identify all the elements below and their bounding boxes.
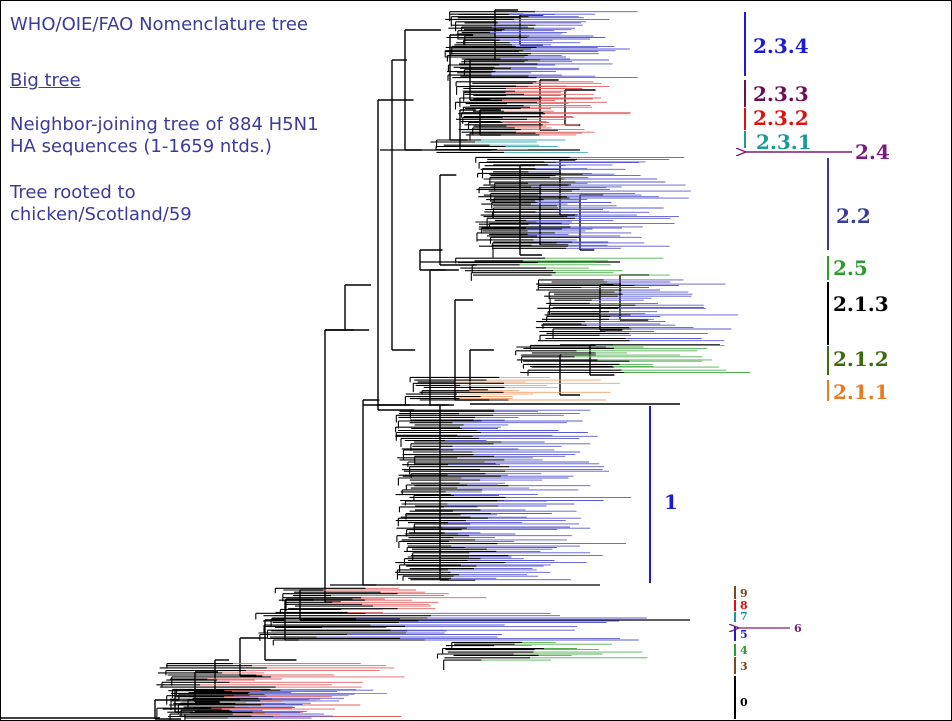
clade-label-2.1.3: 2.1.3 [833, 292, 889, 316]
root-note-line2: chicken/Scotland/59 [10, 204, 192, 225]
root-note-line1: Tree rooted to [10, 182, 136, 203]
clade-label-2.5: 2.5 [833, 256, 868, 280]
tree-description-line1: Neighbor-joining tree of 884 H5N1 [10, 114, 319, 135]
clade-label-4: 4 [740, 644, 748, 657]
clade-label-7: 7 [740, 610, 748, 623]
tree-leaves [200, 11, 751, 719]
clade-label-2.1.2: 2.1.2 [833, 347, 889, 371]
big-tree-link[interactable]: Big tree [10, 70, 81, 91]
clade-label-2.1.1: 2.1.1 [833, 380, 889, 404]
clade-label-2.2: 2.2 [836, 204, 871, 228]
clade-label-8: 8 [740, 599, 748, 612]
clade-label-3: 3 [740, 660, 748, 673]
clade-label-2.3.4: 2.3.4 [753, 34, 809, 58]
clade-label-2.3.3: 2.3.3 [753, 82, 809, 106]
figure-title: WHO/OIE/FAO Nomenclature tree [10, 14, 308, 35]
clade-label-2.3.1: 2.3.1 [756, 130, 812, 154]
clade-label-6: 6 [794, 622, 802, 635]
clade-label-2.4: 2.4 [855, 140, 890, 164]
clade-label-5: 5 [740, 628, 748, 641]
clade-label-9: 9 [740, 587, 748, 600]
clade-label-2.3.2: 2.3.2 [753, 106, 809, 130]
tree-description-line2: HA sequences (1-1659 ntds.) [10, 136, 272, 157]
clade-label-1: 1 [664, 490, 678, 514]
tree-branches [0, 9, 720, 721]
clade-label-0: 0 [740, 696, 748, 709]
